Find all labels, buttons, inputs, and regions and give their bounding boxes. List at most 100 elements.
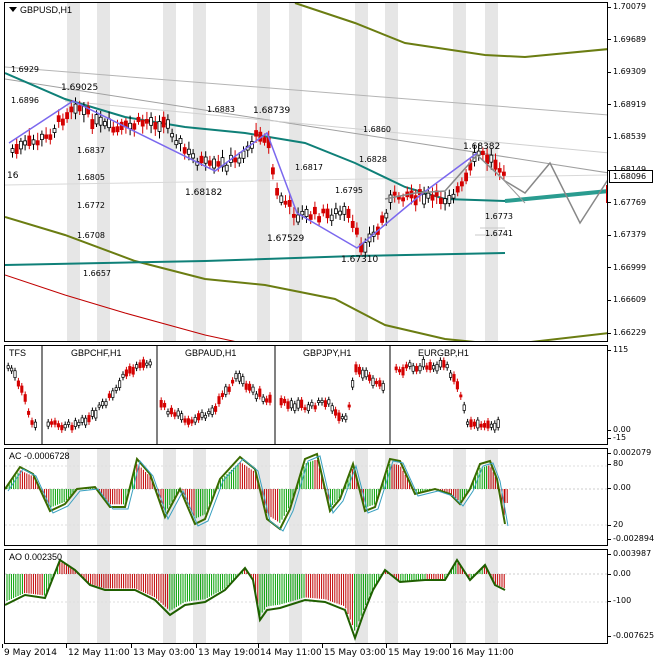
tfs-candle-body [197,413,201,421]
tfs-candle-body [163,402,167,408]
tfs-candle-body [87,415,91,423]
candle-body [98,116,103,126]
tfs-candle-body [489,423,493,428]
tfs-canvas[interactable] [5,346,608,445]
time-tick-label: 12 May 11:00 [66,644,130,658]
tfs-candle-body [300,399,304,408]
tfs-candle-body [67,421,71,425]
candle-body [262,137,267,143]
tfs-candle-body [190,419,194,424]
tfs-candle-body [50,421,54,425]
tfs-candle-body [398,369,402,373]
trend-line [5,174,607,186]
candle-body [224,164,229,172]
ac-tick-label: 20 [608,520,623,529]
ao-canvas[interactable] [5,550,608,644]
channel-lower-line [5,216,607,341]
candle-body [459,181,464,187]
candle-body [77,105,82,112]
collapse-triangle-icon[interactable] [9,7,17,12]
projection-zigzag [496,172,526,204]
candle-body [65,112,69,120]
tfs-candle-body [210,407,214,415]
price-annotation: 1.6828 [359,155,387,164]
tfs-candle-body [207,411,211,415]
price-tick-label: 1.69309 [608,67,646,76]
tfs-symbol-label: GBPAUD,H1 [185,348,237,358]
tfs-candle-body [268,394,272,403]
tfs-candle-body [283,398,287,404]
tfs-candle-body [258,388,262,397]
ac-tick-label: 80 [608,459,623,468]
tfs-pane[interactable]: TFS GBPCHF,H1 GBPAUD,H1 GBPJPY,H1 EURGBP,H1 [4,345,608,445]
candle-body [103,121,107,127]
tfs-candle-body [186,418,190,425]
candle-body [287,199,292,207]
ac-pane[interactable]: AC -0.0006728 [4,448,608,546]
tfs-candle-body [104,401,108,406]
tfs-candle-body [135,364,139,369]
trend-line [64,100,607,154]
price-axis: 1.700791.696891.693091.689191.685391.681… [608,2,654,342]
tfs-candle-body [279,398,283,406]
tfs-candle-body [73,420,77,427]
session-band [453,449,466,545]
tfs-candle-body [421,359,425,368]
candle-body [111,126,116,133]
price-annotation: 1.6773 [485,212,513,221]
ao-pane[interactable]: AO 0.002350 [4,549,608,644]
tfs-candle-body [261,396,265,402]
tfs-candle-body [486,420,490,429]
tfs-candle-body [394,366,398,371]
session-band [485,550,498,643]
tfs-candle-body [220,393,224,397]
session-band [257,3,270,341]
tfs-candle-body [472,421,476,427]
tfs-candle-body [293,403,297,411]
tfs-candle-body [128,366,132,374]
session-band [385,550,398,643]
tfs-candle-body [203,414,207,419]
time-tick-label: 13 May 19:00 [196,644,260,658]
tfs-symbol-label: GBPJPY,H1 [303,348,352,358]
tfs-candle-body [408,362,412,367]
candle-body [165,119,170,129]
price-chart-canvas[interactable] [5,3,608,342]
tfs-candle-body [425,365,429,370]
candle-body [178,137,183,145]
candle-body [157,121,162,132]
tfs-candle-body [327,399,331,405]
tfs-candle-body [418,365,422,372]
session-band [385,3,398,341]
tfs-candle-body [121,373,125,378]
tfs-candle-body [244,383,248,390]
candle-body [61,118,65,126]
price-tick-label: 1.66609 [608,295,646,304]
tfs-candle-body [445,364,449,369]
tfs-candle-body [254,393,258,399]
price-annotation: 1.67310 [341,255,379,265]
price-chart-pane[interactable]: GBPUSD,H1 16 1.6929 1.6896 1.69025 1.6837 1.… [4,2,608,342]
candle-body [438,197,443,204]
candle-body [52,128,57,133]
time-tick-label: 15 May 19:00 [386,644,450,658]
tfs-candle-body [368,374,372,381]
zigzag-line [8,100,478,249]
candle-body [354,227,359,235]
candle-body [35,140,40,146]
candle-body [191,153,196,159]
tfs-candle-body [364,369,368,378]
price-annotation: 1.6929 [11,65,39,74]
candle-body [212,158,217,169]
price-annotation: 1.6817 [295,163,323,172]
tfs-candle-body [234,373,238,380]
moving-average-projection [504,189,607,203]
tfs-candle-body [148,361,152,366]
ac-canvas[interactable] [5,449,608,546]
tfs-axis: 115 0.00 -15 [608,345,654,445]
tfs-candle-body [357,366,361,375]
price-tick-label: 1.66999 [608,263,646,272]
tfs-candle-body [303,407,307,410]
candle-body [317,216,322,223]
price-annotation: 1.6741 [485,229,513,238]
